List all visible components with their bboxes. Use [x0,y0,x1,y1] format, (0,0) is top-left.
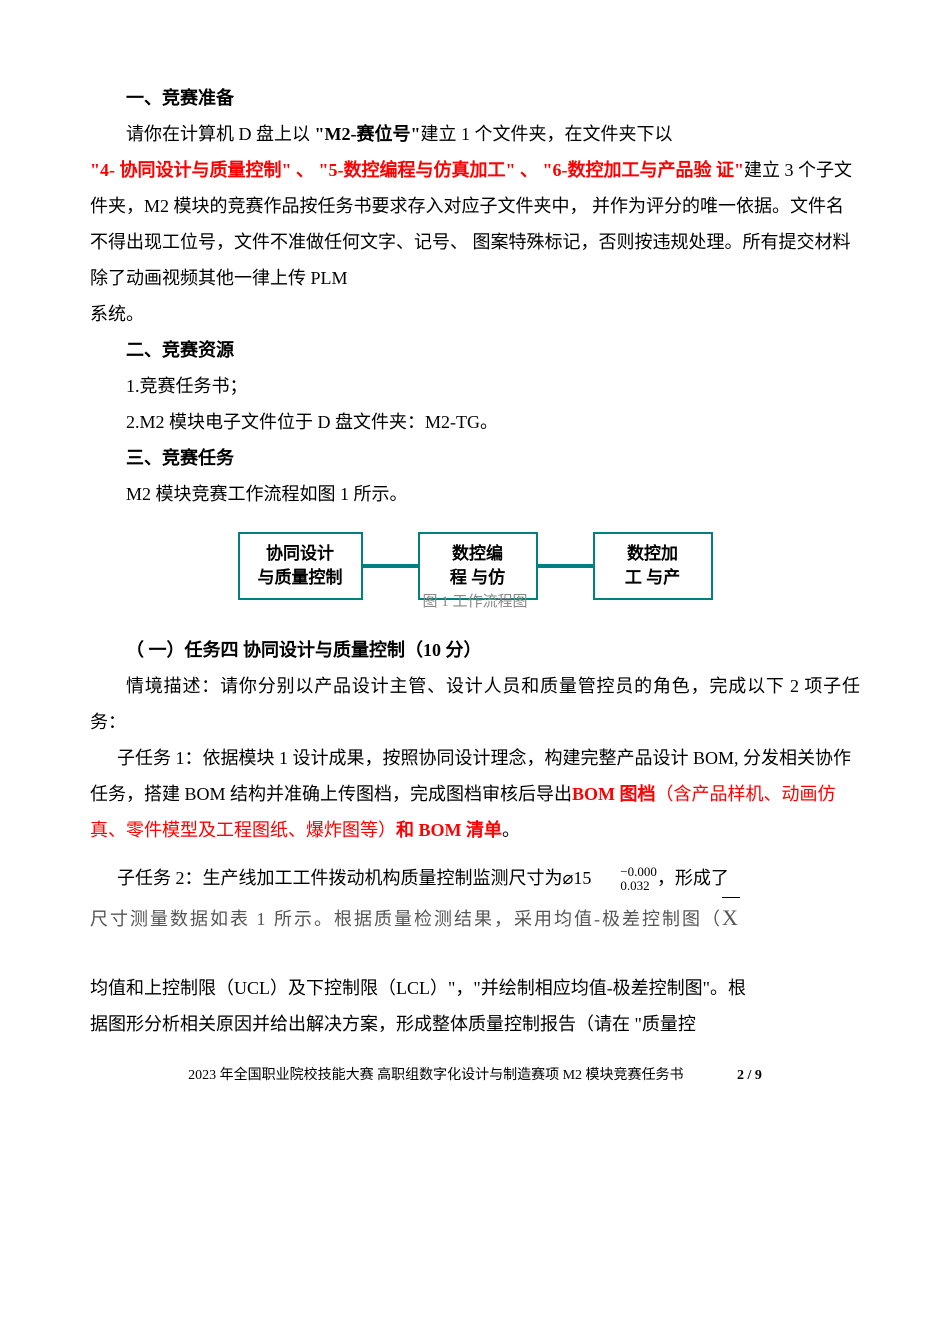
section-1-para: 请你在计算机 D 盘上以 "M2-赛位号"建立 1 个文件夹，在文件夹下以 [90,116,860,152]
tolerance: −0.000 0.032 [593,865,657,894]
section-1-para-end: 系统。 [90,296,860,332]
page-footer: 2023 年全国职业院校技能大赛 高职组数字化设计与制造赛项 M2 模块竞赛任务… [90,1062,860,1090]
section-3-para: M2 模块竞赛工作流程如图 1 所示。 [90,476,860,512]
flow-box-3-line2: 工 与产 [613,566,693,590]
resource-item-2: 2.M2 模块电子文件位于 D 盘文件夹：M2-TG。 [90,404,860,440]
x-bar-symbol: X [722,896,740,940]
flow-connector-1 [363,564,418,568]
flow-box-1-line2: 与质量控制 [258,566,343,590]
text: 均值和上控制限（UCL）及下控制限（LCL）"，"并绘制相应均值-极差控制图"。… [90,978,746,998]
text: 请你在计算机 D 盘上以 [126,124,315,144]
subtask-2-frag: 尺寸测量数据如表 1 所示。根据质量检测结果，采用均值-极差控制图（X [90,896,860,940]
flow-box-1-line1: 协同设计 [258,542,343,566]
section-2-title: 二、竞赛资源 [90,332,860,368]
m2-label: "M2-赛位号" [315,124,421,144]
dotted-line-1: 均值和上控制限（UCL）及下控制限（LCL）"，"并绘制相应均值-极差控制图"。… [90,970,860,1006]
flow-box-1: 协同设计 与质量控制 [238,532,363,600]
section-1-para-cont: "4- 协同设计与质量控制" 、 "5-数控编程与仿真加工" 、 "6-数控加工… [90,152,860,296]
text: 尺寸测量数据如表 1 所示。根据质量检测结果，采用均值-极差控制图（ [90,909,722,929]
footer-text: 2023 年全国职业院校技能大赛 高职组数字化设计与制造赛项 M2 模块竞赛任务… [188,1068,683,1083]
task4-heading: （ 一）任务四 协同设计与质量控制（10 分） [90,632,860,668]
section-1-title: 一、竞赛准备 [90,80,860,116]
flow-connector-2 [538,564,593,568]
text: 建立 1 个文件夹，在文件夹下以 [420,124,672,144]
flow-caption: 图 1 工作流程图 [90,587,860,617]
subtask-1: 子任务 1：依据模块 1 设计成果，按照协同设计理念，构建完整产品设计 BOM,… [90,740,860,848]
tol-upper: −0.000 [593,865,657,879]
resource-item-1: 1.竞赛任务书； [90,368,860,404]
text: 子任务 2：生产线加工工件拨动机构质量控制监测尺寸为⌀15 [117,868,591,888]
dotted-line-2: 据图形分析相关原因并给出解决方案，形成整体质量控制报告（请在 "质量控 [90,1006,860,1042]
page-number: 2 / 9 [737,1068,762,1083]
red-folders: "4- 协同设计与质量控制" 、 "5-数控编程与仿真加工" 、 "6-数控加工… [90,160,744,180]
flow-box-3: 数控加 工 与产 [593,532,713,600]
section-3-title: 三、竞赛任务 [90,440,860,476]
flow-box-3-line1: 数控加 [613,542,693,566]
bom-doc: BOM 图档 [572,784,656,804]
flow-box-2-line1: 数控编 [438,542,518,566]
text: ，形成了 [657,868,729,888]
tol-lower: 0.032 [593,879,657,893]
task4-intro: 情境描述：请你分别以产品设计主管、设计人员和质量管控员的角色，完成以下 2 项子… [90,668,860,740]
subtask-2: 子任务 2：生产线加工工件拨动机构质量控制监测尺寸为⌀15−0.000 0.03… [90,860,860,896]
period: 。 [502,820,520,840]
bom-list: 和 BOM 清单 [396,820,502,840]
